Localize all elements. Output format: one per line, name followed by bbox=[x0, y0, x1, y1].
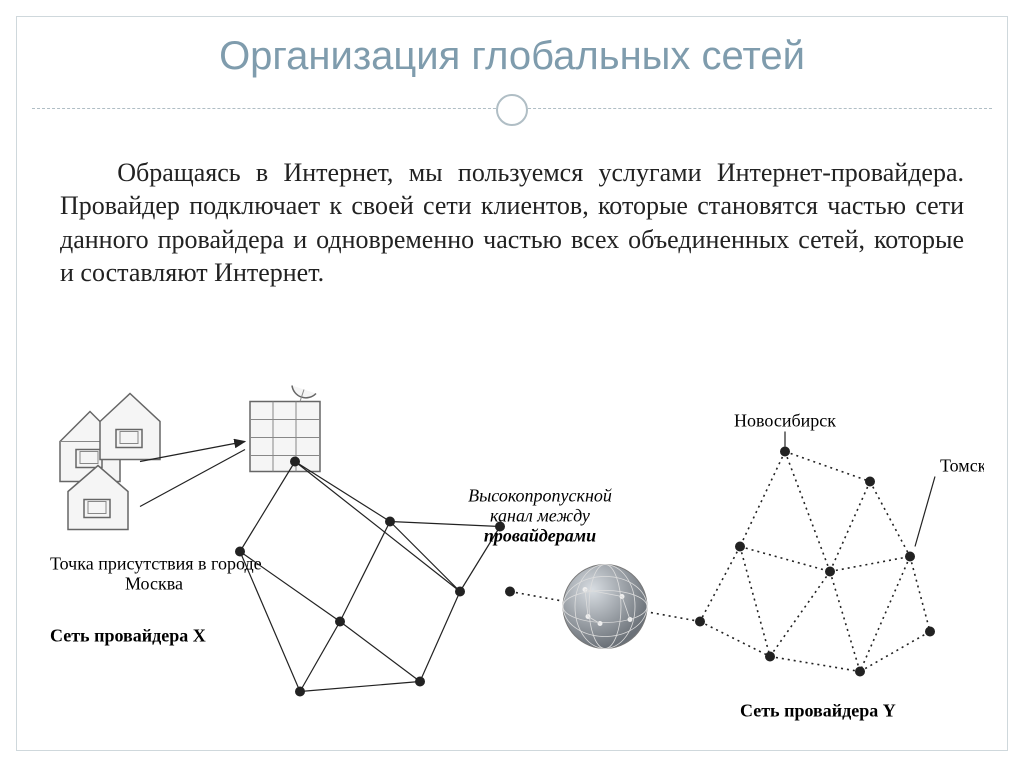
body-paragraph: Обращаясь в Интернет, мы пользуемся услу… bbox=[60, 156, 964, 289]
tomsk-label: Томск bbox=[940, 456, 984, 476]
provider-y-label: Сеть провайдера Y bbox=[740, 701, 896, 721]
globe-icon bbox=[563, 565, 647, 649]
network-diagram: Точка присутствия в городе Москва Сеть п… bbox=[40, 370, 984, 733]
provider-x-graph bbox=[235, 457, 505, 697]
backbone-label-2: канал между bbox=[490, 506, 590, 526]
client-houses-icon bbox=[60, 394, 160, 530]
diagram-svg: Точка присутствия в городе Москва Сеть п… bbox=[40, 370, 984, 733]
pop-label: Точка присутствия в городе bbox=[50, 554, 262, 574]
slide-root: Организация глобальных сетей Обращаясь в… bbox=[0, 0, 1024, 767]
title-rule-circle bbox=[496, 94, 528, 126]
provider-x-label: Сеть провайдера X bbox=[50, 626, 206, 646]
backbone-node-left bbox=[505, 587, 515, 597]
provider-y-graph bbox=[695, 447, 935, 677]
backbone-left bbox=[510, 592, 565, 602]
backbone-right bbox=[645, 612, 700, 622]
pop-label-2: Москва bbox=[125, 574, 183, 594]
tomsk-leader bbox=[915, 477, 935, 547]
isp-building-icon bbox=[250, 386, 320, 472]
backbone-label-3: провайдерами bbox=[484, 526, 596, 546]
slide-title: Организация глобальных сетей bbox=[0, 34, 1024, 79]
novosibirsk-label: Новосибирск bbox=[734, 411, 836, 431]
paragraph-text: Обращаясь в Интернет, мы пользуемся услу… bbox=[60, 156, 964, 289]
backbone-label-1: Высокопропускной bbox=[468, 486, 612, 506]
